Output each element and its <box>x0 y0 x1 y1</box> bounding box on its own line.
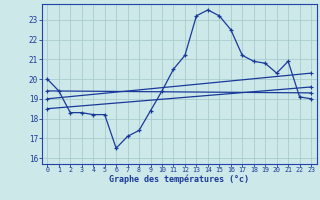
X-axis label: Graphe des températures (°c): Graphe des températures (°c) <box>109 175 249 184</box>
